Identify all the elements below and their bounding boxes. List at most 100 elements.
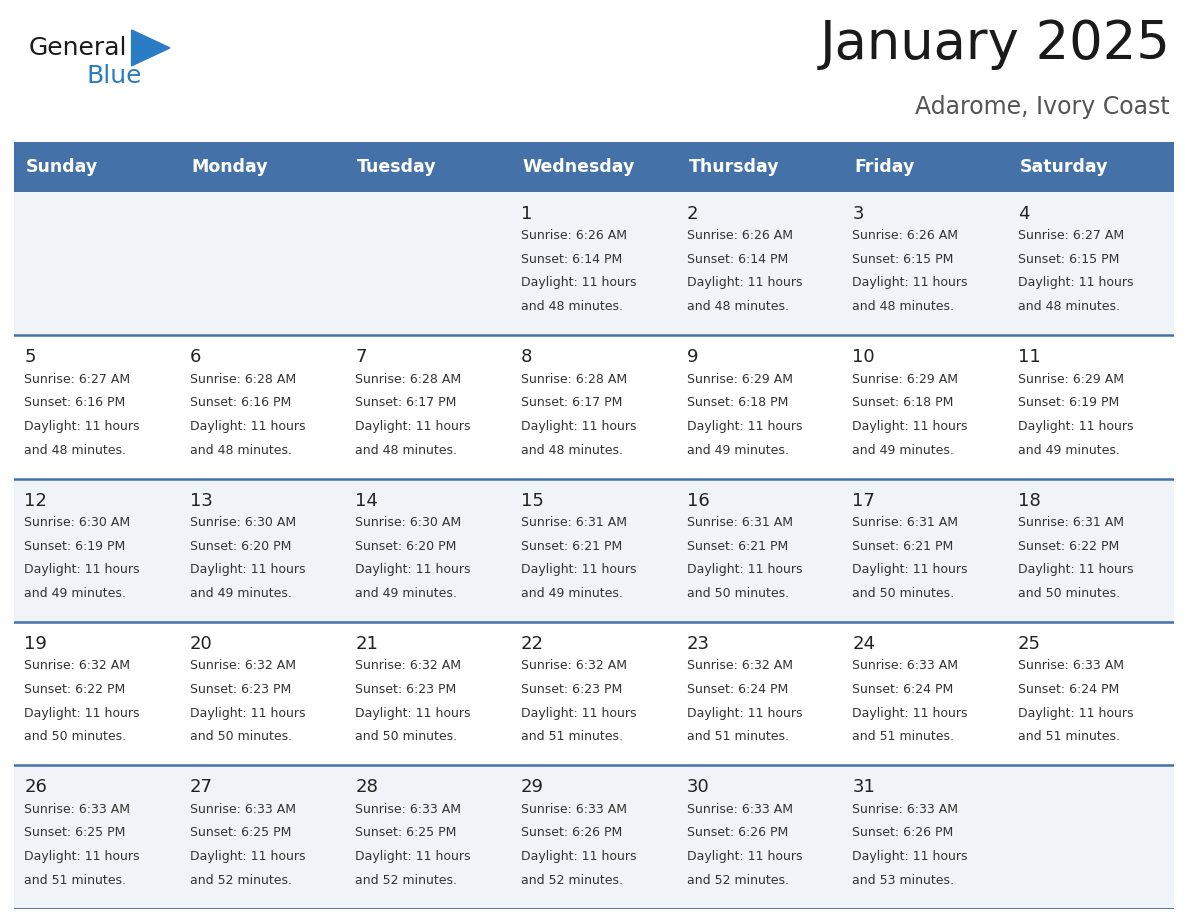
Text: 25: 25 [1018,635,1041,653]
Text: 2: 2 [687,205,699,223]
Text: Sunrise: 6:33 AM: Sunrise: 6:33 AM [853,802,959,816]
Text: and 48 minutes.: and 48 minutes. [355,443,457,456]
Text: and 53 minutes.: and 53 minutes. [853,874,954,887]
Text: Sunset: 6:19 PM: Sunset: 6:19 PM [24,540,126,553]
Text: and 52 minutes.: and 52 minutes. [190,874,292,887]
Text: Sunset: 6:25 PM: Sunset: 6:25 PM [355,826,457,839]
Text: Sunrise: 6:33 AM: Sunrise: 6:33 AM [687,802,792,816]
Text: Sunrise: 6:30 AM: Sunrise: 6:30 AM [24,516,131,529]
Text: Sunrise: 6:30 AM: Sunrise: 6:30 AM [355,516,462,529]
Text: Daylight: 11 hours: Daylight: 11 hours [24,564,140,577]
Text: 6: 6 [190,348,201,366]
Text: Daylight: 11 hours: Daylight: 11 hours [853,707,968,720]
Text: 28: 28 [355,778,378,796]
Text: Tuesday: Tuesday [358,158,437,176]
Text: 14: 14 [355,491,378,509]
Text: Sunday: Sunday [26,158,99,176]
Text: Daylight: 11 hours: Daylight: 11 hours [687,564,802,577]
Text: Daylight: 11 hours: Daylight: 11 hours [24,420,140,433]
Text: 1: 1 [522,205,532,223]
Text: Sunrise: 6:31 AM: Sunrise: 6:31 AM [522,516,627,529]
Text: Sunset: 6:14 PM: Sunset: 6:14 PM [687,252,788,266]
Text: Sunset: 6:25 PM: Sunset: 6:25 PM [190,826,291,839]
Text: and 48 minutes.: and 48 minutes. [522,300,624,313]
Text: Daylight: 11 hours: Daylight: 11 hours [24,707,140,720]
Text: 23: 23 [687,635,709,653]
Text: Blue: Blue [87,64,141,88]
Text: January 2025: January 2025 [820,17,1170,70]
Text: 27: 27 [190,778,213,796]
Text: Sunrise: 6:28 AM: Sunrise: 6:28 AM [355,373,462,386]
Text: Sunset: 6:24 PM: Sunset: 6:24 PM [853,683,954,696]
Text: and 52 minutes.: and 52 minutes. [522,874,624,887]
Text: Daylight: 11 hours: Daylight: 11 hours [1018,707,1133,720]
Text: 17: 17 [853,491,876,509]
Text: Sunset: 6:23 PM: Sunset: 6:23 PM [355,683,456,696]
Text: Daylight: 11 hours: Daylight: 11 hours [1018,276,1133,289]
Text: Sunrise: 6:27 AM: Sunrise: 6:27 AM [1018,230,1124,242]
Text: 22: 22 [522,635,544,653]
Text: Thursday: Thursday [688,158,779,176]
Text: and 51 minutes.: and 51 minutes. [522,731,624,744]
Text: and 48 minutes.: and 48 minutes. [522,443,624,456]
Text: and 49 minutes.: and 49 minutes. [687,443,789,456]
Text: Sunrise: 6:32 AM: Sunrise: 6:32 AM [24,659,131,672]
Text: 24: 24 [853,635,876,653]
Text: Daylight: 11 hours: Daylight: 11 hours [24,850,140,863]
Text: Sunset: 6:26 PM: Sunset: 6:26 PM [522,826,623,839]
Text: 16: 16 [687,491,709,509]
Text: Daylight: 11 hours: Daylight: 11 hours [522,707,637,720]
Text: Daylight: 11 hours: Daylight: 11 hours [190,707,305,720]
Text: Sunset: 6:24 PM: Sunset: 6:24 PM [687,683,788,696]
Text: Daylight: 11 hours: Daylight: 11 hours [853,420,968,433]
Text: and 49 minutes.: and 49 minutes. [853,443,954,456]
Text: Sunrise: 6:29 AM: Sunrise: 6:29 AM [853,373,959,386]
Text: and 50 minutes.: and 50 minutes. [687,587,789,599]
Text: Sunrise: 6:26 AM: Sunrise: 6:26 AM [853,230,959,242]
Text: Daylight: 11 hours: Daylight: 11 hours [355,707,470,720]
Text: Friday: Friday [854,158,915,176]
Text: Sunrise: 6:30 AM: Sunrise: 6:30 AM [190,516,296,529]
Text: Sunset: 6:25 PM: Sunset: 6:25 PM [24,826,126,839]
Text: Sunrise: 6:32 AM: Sunrise: 6:32 AM [355,659,461,672]
Text: and 50 minutes.: and 50 minutes. [355,731,457,744]
Text: 15: 15 [522,491,544,509]
Text: 5: 5 [24,348,36,366]
Text: Sunrise: 6:26 AM: Sunrise: 6:26 AM [687,230,792,242]
Text: Sunset: 6:23 PM: Sunset: 6:23 PM [522,683,623,696]
Text: and 52 minutes.: and 52 minutes. [355,874,457,887]
Text: Daylight: 11 hours: Daylight: 11 hours [355,850,470,863]
Text: Daylight: 11 hours: Daylight: 11 hours [190,420,305,433]
Text: and 48 minutes.: and 48 minutes. [24,443,126,456]
Text: Monday: Monday [191,158,268,176]
Text: Daylight: 11 hours: Daylight: 11 hours [853,564,968,577]
Text: Sunrise: 6:31 AM: Sunrise: 6:31 AM [853,516,959,529]
Text: and 50 minutes.: and 50 minutes. [1018,587,1120,599]
Text: Sunset: 6:26 PM: Sunset: 6:26 PM [687,826,788,839]
Text: Sunrise: 6:32 AM: Sunrise: 6:32 AM [687,659,792,672]
Text: Daylight: 11 hours: Daylight: 11 hours [355,420,470,433]
Text: Sunset: 6:20 PM: Sunset: 6:20 PM [190,540,291,553]
Text: 7: 7 [355,348,367,366]
Text: Sunset: 6:17 PM: Sunset: 6:17 PM [522,397,623,409]
Text: 31: 31 [853,778,876,796]
Text: and 48 minutes.: and 48 minutes. [190,443,292,456]
Text: Daylight: 11 hours: Daylight: 11 hours [190,564,305,577]
Text: 11: 11 [1018,348,1041,366]
Text: and 52 minutes.: and 52 minutes. [687,874,789,887]
Text: Sunrise: 6:27 AM: Sunrise: 6:27 AM [24,373,131,386]
Text: Sunrise: 6:29 AM: Sunrise: 6:29 AM [687,373,792,386]
Text: and 49 minutes.: and 49 minutes. [522,587,623,599]
Text: Daylight: 11 hours: Daylight: 11 hours [522,564,637,577]
Text: and 49 minutes.: and 49 minutes. [1018,443,1120,456]
Text: Sunrise: 6:33 AM: Sunrise: 6:33 AM [190,802,296,816]
Text: Sunset: 6:18 PM: Sunset: 6:18 PM [687,397,788,409]
Text: Sunrise: 6:29 AM: Sunrise: 6:29 AM [1018,373,1124,386]
Text: Sunrise: 6:31 AM: Sunrise: 6:31 AM [1018,516,1124,529]
Text: Sunset: 6:21 PM: Sunset: 6:21 PM [853,540,954,553]
Text: Sunset: 6:18 PM: Sunset: 6:18 PM [853,397,954,409]
Text: Sunrise: 6:33 AM: Sunrise: 6:33 AM [24,802,131,816]
Text: Sunrise: 6:33 AM: Sunrise: 6:33 AM [355,802,461,816]
Text: 8: 8 [522,348,532,366]
Text: Sunrise: 6:28 AM: Sunrise: 6:28 AM [190,373,296,386]
